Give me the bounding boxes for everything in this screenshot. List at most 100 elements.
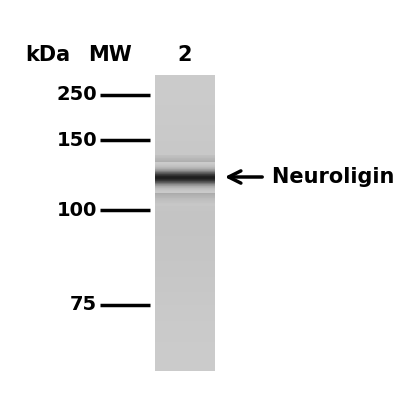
Bar xyxy=(155,173,215,174)
Bar xyxy=(155,245,215,246)
Bar xyxy=(155,144,215,146)
Bar xyxy=(155,317,215,319)
Bar xyxy=(155,178,215,180)
Bar xyxy=(155,214,215,216)
Text: 150: 150 xyxy=(56,130,97,150)
Bar xyxy=(155,329,215,331)
Bar xyxy=(155,327,215,329)
Bar xyxy=(155,254,215,256)
Text: 250: 250 xyxy=(56,86,97,104)
Bar xyxy=(155,270,215,272)
Bar xyxy=(155,368,215,370)
Bar xyxy=(155,184,215,185)
Bar xyxy=(155,311,215,313)
Bar xyxy=(155,156,215,158)
Bar xyxy=(155,184,215,186)
Bar xyxy=(155,304,215,306)
Bar xyxy=(155,352,215,354)
Bar xyxy=(155,137,215,139)
Bar xyxy=(155,191,215,192)
Bar xyxy=(155,302,215,304)
Bar xyxy=(155,106,215,108)
Bar xyxy=(155,170,215,171)
Bar xyxy=(155,121,215,123)
Bar xyxy=(155,363,215,365)
Bar xyxy=(155,163,215,165)
Bar xyxy=(155,164,215,166)
Bar xyxy=(155,227,215,229)
Bar xyxy=(155,161,215,162)
Bar xyxy=(155,175,215,176)
Bar xyxy=(155,166,215,167)
Bar xyxy=(155,246,215,248)
Bar xyxy=(155,170,215,171)
Bar xyxy=(155,248,215,250)
Bar xyxy=(155,168,215,169)
Bar xyxy=(155,163,215,164)
Bar xyxy=(155,185,215,186)
Bar xyxy=(155,176,215,177)
Bar xyxy=(155,112,215,114)
Bar xyxy=(155,346,215,348)
Bar xyxy=(155,162,215,163)
Bar xyxy=(155,203,215,205)
Bar xyxy=(155,179,215,180)
Bar xyxy=(155,82,215,84)
Bar xyxy=(155,182,215,183)
Bar xyxy=(155,192,215,193)
Bar xyxy=(155,199,215,201)
Bar xyxy=(155,240,215,242)
Bar xyxy=(155,171,215,172)
Bar xyxy=(155,172,215,173)
Bar xyxy=(155,293,215,295)
Bar xyxy=(155,146,215,148)
Bar xyxy=(155,202,215,204)
Bar xyxy=(155,171,215,172)
Bar xyxy=(155,172,215,174)
Bar xyxy=(155,334,215,336)
Bar xyxy=(155,171,215,172)
Bar xyxy=(155,102,215,104)
Bar xyxy=(155,140,215,142)
Bar xyxy=(155,118,215,120)
Bar xyxy=(155,208,215,210)
Bar xyxy=(155,345,215,347)
Bar xyxy=(155,242,215,244)
Bar xyxy=(155,299,215,301)
Bar xyxy=(155,136,215,138)
Bar xyxy=(155,267,215,269)
Bar xyxy=(155,187,215,188)
Bar xyxy=(155,164,215,166)
Bar xyxy=(155,221,215,223)
Bar xyxy=(155,168,215,169)
Bar xyxy=(155,188,215,189)
Bar xyxy=(155,175,215,177)
Bar xyxy=(155,186,215,187)
Bar xyxy=(155,141,215,143)
Bar xyxy=(155,181,215,182)
Bar xyxy=(155,259,215,261)
Bar xyxy=(155,143,215,145)
Bar xyxy=(155,174,215,176)
Bar xyxy=(155,306,215,308)
Bar xyxy=(155,258,215,260)
Text: 2: 2 xyxy=(178,45,192,65)
Bar xyxy=(155,292,215,294)
Bar xyxy=(155,147,215,149)
Bar xyxy=(155,168,215,170)
Bar xyxy=(155,183,215,184)
Bar xyxy=(155,119,215,121)
Bar xyxy=(155,109,215,111)
Bar xyxy=(155,323,215,325)
Bar xyxy=(155,336,215,338)
Bar xyxy=(155,190,215,191)
Bar xyxy=(155,190,215,191)
Text: 100: 100 xyxy=(57,200,97,220)
Bar xyxy=(155,273,215,275)
Bar xyxy=(155,211,215,213)
Bar xyxy=(155,153,215,155)
Bar xyxy=(155,237,215,239)
Bar xyxy=(155,198,215,200)
Bar xyxy=(155,179,215,180)
Bar xyxy=(155,283,215,285)
